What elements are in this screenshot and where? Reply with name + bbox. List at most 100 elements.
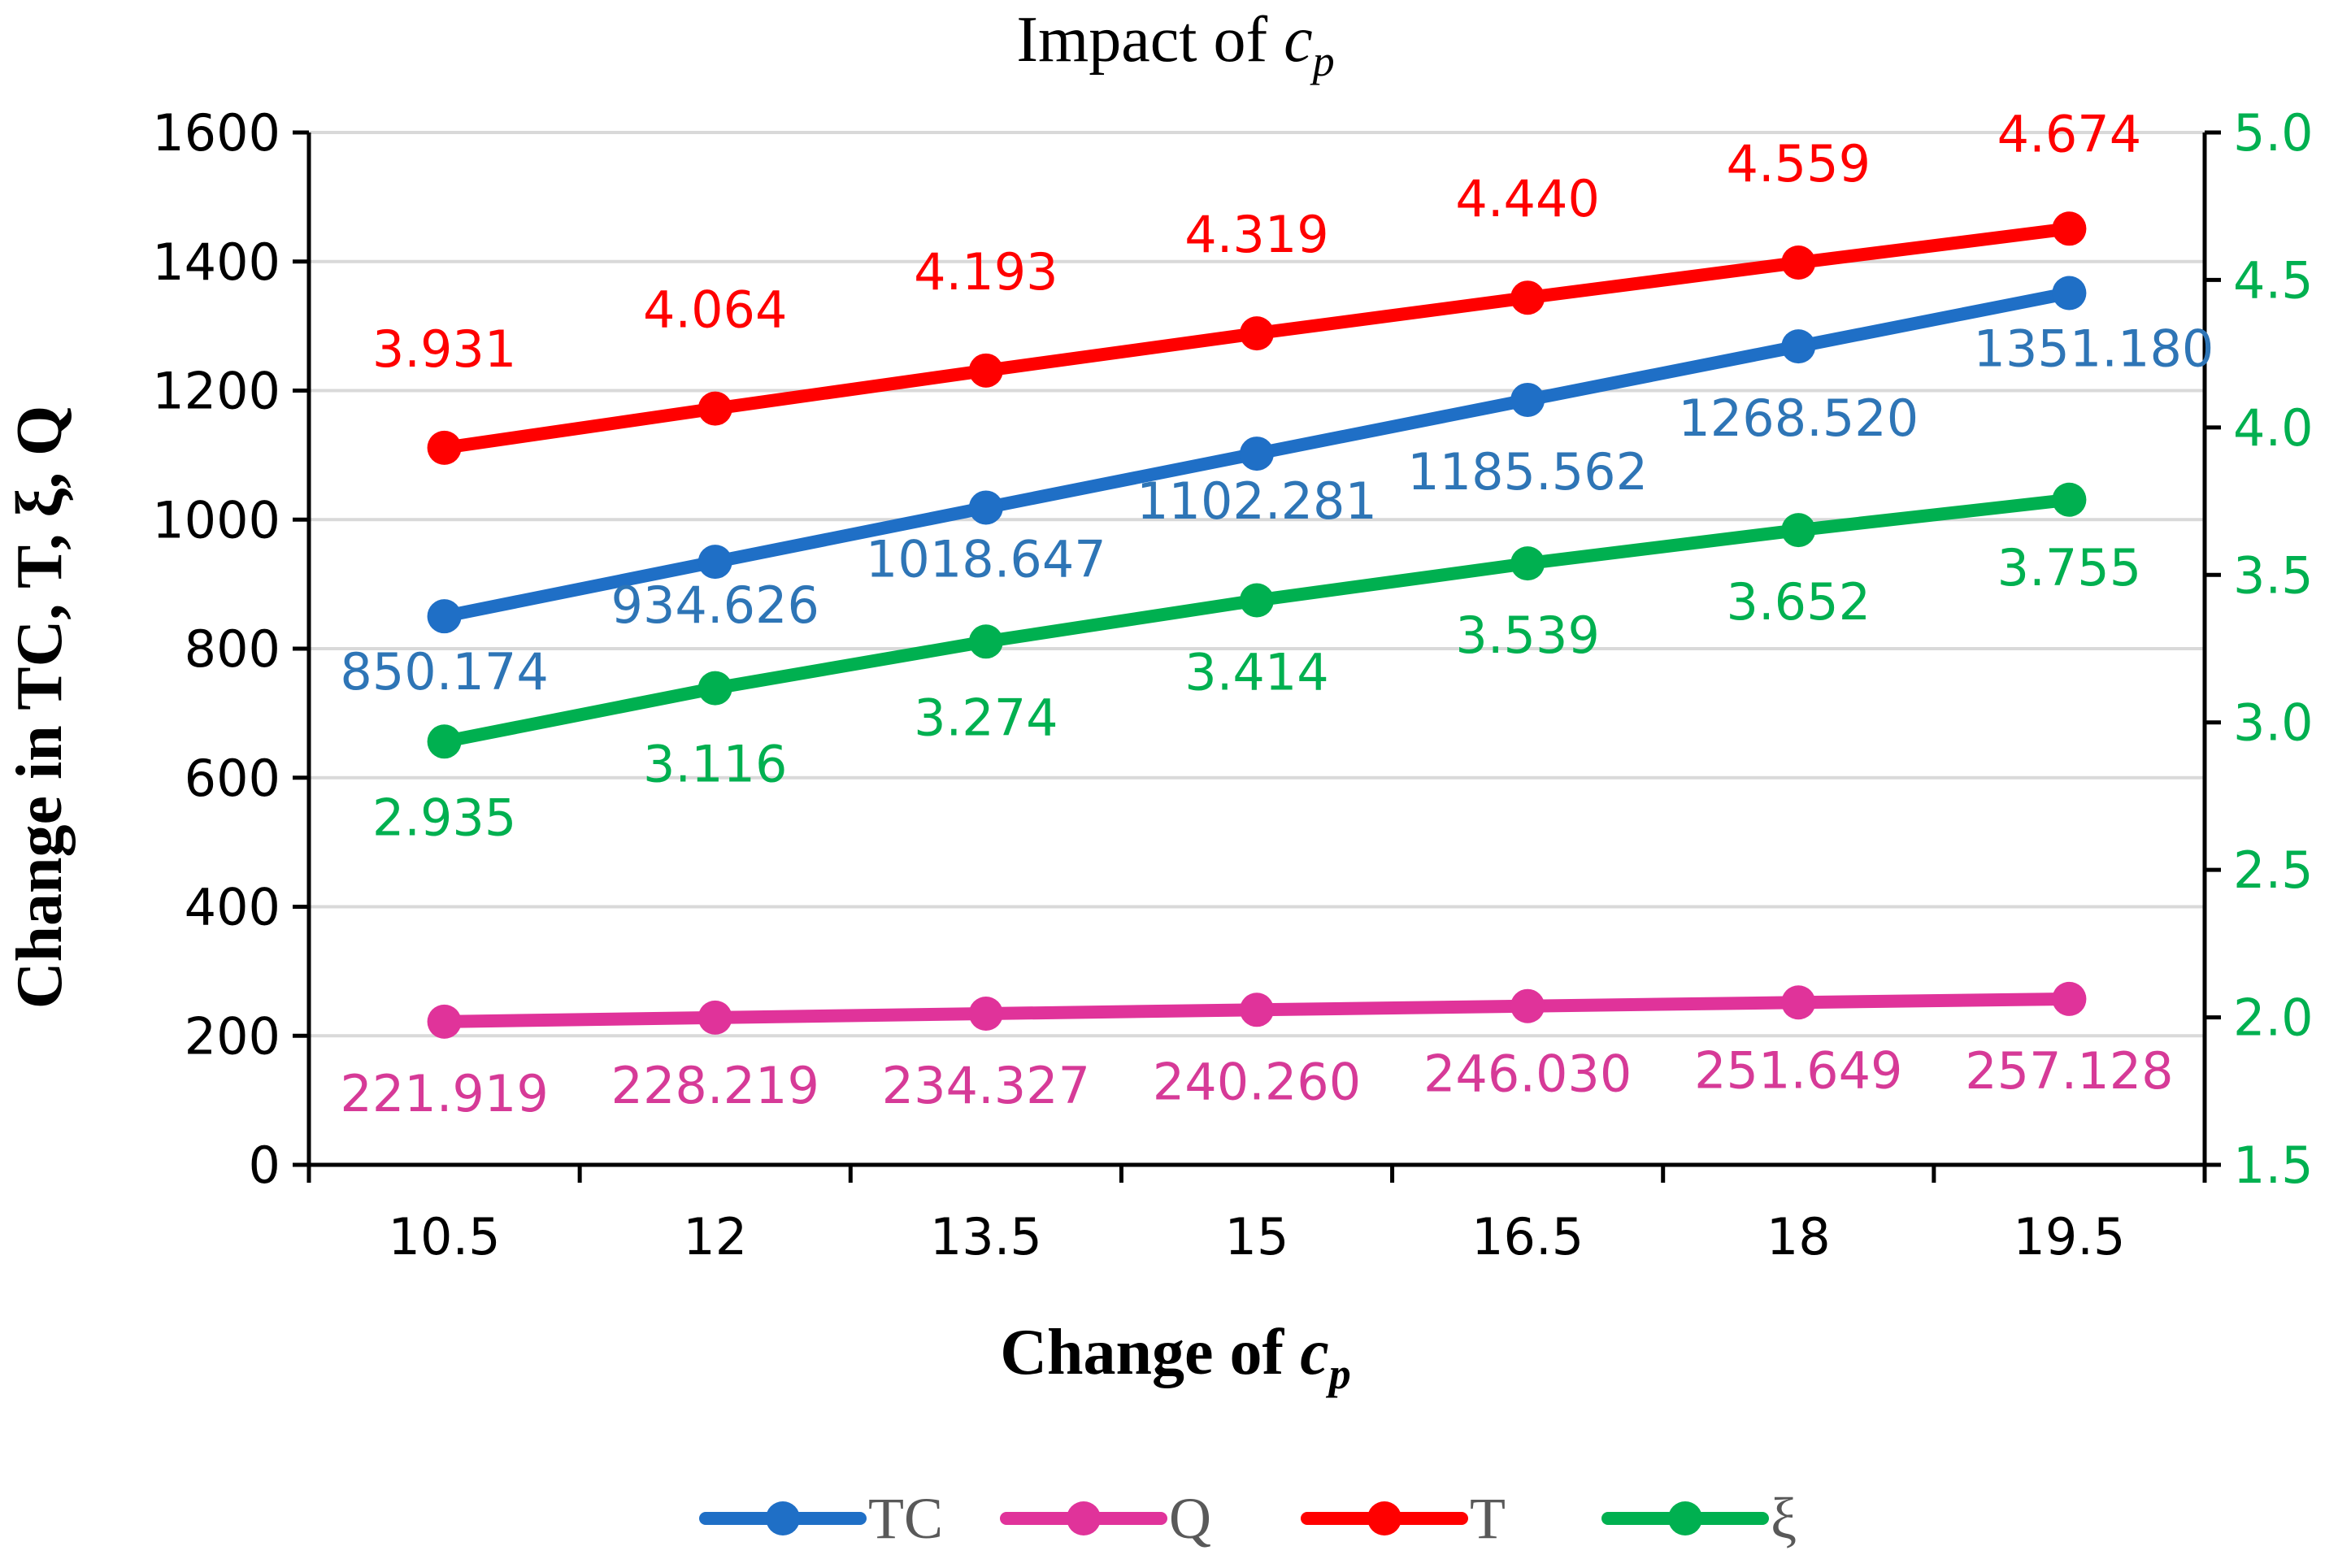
data-label-ξ: 3.116 [643,735,788,794]
data-label-TC: 934.626 [611,576,819,635]
data-point-ξ [1510,546,1545,581]
data-point-TC [968,490,1003,525]
data-point-ξ [968,624,1003,659]
legend-label-T: T [1470,1486,1506,1551]
data-label-ξ: 3.414 [1184,642,1329,701]
data-label-Q: 228.219 [611,1056,819,1115]
data-point-Q [697,1000,732,1035]
data-label-TC: 850.174 [340,642,548,701]
data-point-ξ [427,724,462,759]
x-tick-label: 19.5 [2013,1207,2125,1266]
data-label-TC: 1351.180 [1974,319,2214,379]
y-right-tick-label: 3.5 [2233,545,2314,605]
data-label-TC: 1102.281 [1136,471,1377,531]
data-point-TC [1240,437,1274,471]
data-point-T [1781,245,1816,280]
legend-marker-ξ [1668,1501,1702,1535]
data-point-ξ [1240,583,1274,618]
y-left-tick-label: 1600 [152,103,280,163]
chart-title-text: Impact of [1016,4,1284,76]
chart-title-sub: p [1310,37,1335,85]
y-left-tick-label: 800 [185,619,280,679]
data-point-TC [1781,329,1816,364]
y-right-tick-label: 2.0 [2233,988,2314,1048]
data-label-Q: 257.128 [1965,1041,2173,1101]
x-axis-title: Change of cp [1000,1317,1350,1398]
y-axis-title: Change in TC, T, ξ, Q [4,406,76,1010]
y-left-tick-label: 1400 [152,232,280,292]
data-point-T [427,430,462,465]
data-label-TC: 1018.647 [866,529,1106,589]
data-point-Q [1781,985,1816,1020]
legend-label-ξ: ξ [1771,1486,1797,1551]
data-point-Q [1510,988,1545,1023]
data-label-Q: 240.260 [1153,1052,1361,1111]
data-point-ξ [697,671,732,706]
data-label-Q: 234.327 [882,1056,1090,1115]
y-right-tick-label: 4.0 [2233,398,2314,458]
data-point-Q [968,997,1003,1032]
data-point-T [697,391,732,426]
legend-label-Q: Q [1169,1486,1211,1551]
axes: 0 200 400 600 800 1000 1200 1400 1600 1.5 2.0 2.5 3.… [152,103,2313,1266]
data-point-ξ [1781,513,1816,548]
y-right-tick-label: 3.0 [2233,693,2314,753]
chart-title: Impact of cp [1016,4,1334,85]
y-left-tick-label: 0 [249,1136,280,1195]
data-label-T: 4.674 [1997,104,2142,163]
y-right-tick-label: 4.5 [2233,250,2314,310]
x-axis-title-text: Change of [1000,1317,1300,1388]
x-axis-title-var: c [1300,1317,1329,1388]
y-left-tick-label: 1000 [152,490,280,549]
data-point-TC [697,545,732,580]
x-tick-label: 13.5 [930,1207,1042,1266]
chart-title-var: c [1284,4,1313,76]
data-point-TC [427,599,462,634]
data-label-T: 4.193 [914,242,1058,302]
x-tick-label: 15 [1225,1207,1289,1266]
data-label-T: 4.064 [643,280,788,340]
y-left-tick-label: 400 [185,878,280,937]
data-point-T [2052,211,2087,246]
data-label-ξ: 3.539 [1455,606,1600,665]
x-tick-label: 16.5 [1471,1207,1584,1266]
data-point-T [968,353,1003,388]
data-point-TC [2052,276,2087,311]
data-label-Q: 251.649 [1694,1040,1902,1100]
data-label-ξ: 3.755 [1997,538,2142,597]
legend-label-TC: TC [868,1486,943,1551]
data-point-Q [427,1004,462,1039]
data-point-Q [1240,992,1274,1027]
gridlines [309,131,2205,1038]
x-tick-label: 10.5 [389,1207,501,1266]
y-right-tick-label: 2.5 [2233,840,2314,900]
series-lines [427,211,2087,1039]
data-label-T: 3.931 [372,319,517,379]
data-point-ξ [2052,482,2087,517]
data-labels: 850.174 934.626 1018.647 1102.281 1185.562 12… [340,104,2214,1123]
data-label-T: 4.559 [1727,134,1871,193]
data-label-TC: 1185.562 [1407,442,1648,502]
legend-marker-T [1367,1501,1401,1535]
legend-marker-TC [766,1501,800,1535]
data-point-Q [2052,981,2087,1016]
y-right-tick-label: 1.5 [2233,1136,2314,1195]
data-label-ξ: 3.274 [914,688,1058,747]
data-label-TC: 1268.520 [1678,389,1919,448]
data-point-TC [1510,382,1545,417]
data-label-T: 4.319 [1184,205,1329,264]
x-tick-label: 12 [683,1207,747,1266]
x-tick-label: 18 [1767,1207,1831,1266]
data-label-Q: 246.030 [1423,1045,1632,1104]
data-point-T [1510,280,1545,315]
y-left-tick-label: 600 [185,749,280,808]
y-left-tick-label: 200 [185,1006,280,1066]
data-label-T: 4.440 [1455,169,1600,228]
y-left-tick-label: 1200 [152,362,280,421]
data-label-ξ: 3.652 [1727,572,1871,632]
data-point-T [1240,316,1274,351]
legend-marker-Q [1067,1501,1101,1535]
y-right-tick-label: 5.0 [2233,103,2314,163]
